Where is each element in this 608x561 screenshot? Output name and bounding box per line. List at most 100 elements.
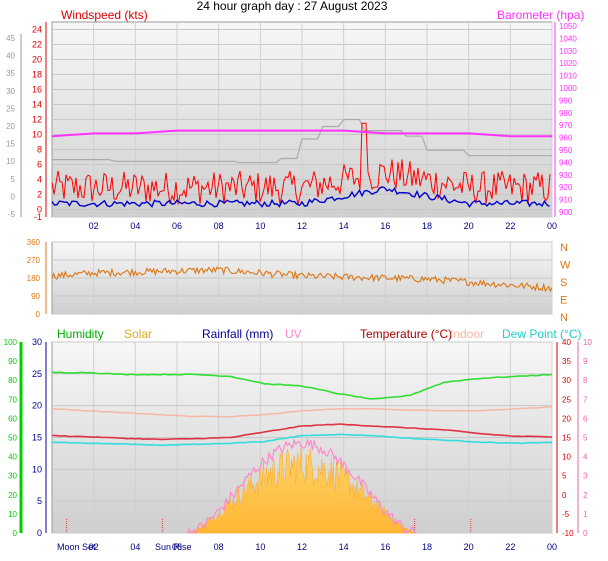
temp-x-label: 14 bbox=[339, 542, 349, 552]
wind-tick-label: 24 bbox=[32, 25, 42, 35]
compass-letter: N bbox=[560, 312, 568, 324]
temp-x-label: 00 bbox=[547, 542, 557, 552]
temp-x-label: 22 bbox=[505, 542, 515, 552]
baro-tick-label: 910 bbox=[559, 196, 573, 205]
temp-tick-label: 35 bbox=[562, 357, 571, 366]
baro-tick-label: 950 bbox=[559, 146, 573, 155]
dew-point-label: Dew Point (°C) bbox=[502, 327, 581, 341]
uv-tick-label: 1 bbox=[583, 510, 588, 519]
humidity-tick-label: 100 bbox=[4, 338, 18, 347]
wind-outer-tick-label: 15 bbox=[6, 140, 15, 149]
wind-tick-label: 22 bbox=[32, 40, 42, 50]
wind-x-tick-label: 22 bbox=[505, 221, 515, 231]
baro-tick-label: 1050 bbox=[559, 22, 577, 31]
temp-x-label: 10 bbox=[255, 542, 265, 552]
wind-x-tick-label: 16 bbox=[380, 221, 390, 231]
baro-tick-label: 1040 bbox=[559, 34, 577, 43]
wind-outer-tick-label: 0 bbox=[11, 192, 16, 201]
wind-x-tick-label: 12 bbox=[297, 221, 307, 231]
temp-tick-label: 25 bbox=[562, 395, 571, 404]
baro-tick-label: 990 bbox=[559, 96, 573, 105]
baro-tick-label: 960 bbox=[559, 134, 573, 143]
wind-outer-tick-label: 35 bbox=[6, 69, 15, 78]
rain-tick-label: 15 bbox=[32, 433, 42, 443]
compass-letter: W bbox=[560, 260, 571, 272]
compass-letter: S bbox=[560, 277, 567, 289]
temp-x-label: 18 bbox=[422, 542, 432, 552]
wind-tick-label: 4 bbox=[37, 175, 42, 185]
temp-x-label: 04 bbox=[130, 542, 140, 552]
uv-tick-label: 10 bbox=[583, 338, 592, 347]
uv-label: UV bbox=[285, 327, 302, 341]
wind-tick-label: 12 bbox=[32, 115, 42, 125]
humidity-tick-label: 0 bbox=[13, 529, 18, 538]
rain-tick-label: 30 bbox=[32, 337, 42, 347]
baro-tick-label: 900 bbox=[559, 208, 573, 217]
windspeed-label: Windspeed (kts) bbox=[61, 8, 148, 22]
uv-tick-label: 9 bbox=[583, 357, 588, 366]
dir-tick-label: 180 bbox=[27, 274, 41, 283]
temp-tick-label: 20 bbox=[562, 414, 571, 423]
wind-outer-tick-label: 25 bbox=[6, 104, 15, 113]
indoor-label: Indoor bbox=[450, 327, 484, 341]
humidity-tick-label: 70 bbox=[8, 395, 17, 404]
wind-tick-label: 18 bbox=[32, 70, 42, 80]
temp-x-label: Moon Set bbox=[57, 542, 96, 552]
baro-tick-label: 1000 bbox=[559, 84, 577, 93]
wind-tick-label: -1 bbox=[34, 212, 42, 222]
dew-point-series bbox=[52, 433, 553, 447]
uv-tick-label: 4 bbox=[583, 453, 588, 462]
dir-tick-label: 90 bbox=[31, 292, 40, 301]
rain-tick-label: 20 bbox=[32, 401, 42, 411]
baro-tick-label: 970 bbox=[559, 121, 573, 130]
temp-x-label: 12 bbox=[297, 542, 307, 552]
wind-tick-label: 2 bbox=[37, 190, 42, 200]
uv-series bbox=[186, 437, 417, 535]
rain-tick-label: 0 bbox=[37, 528, 42, 538]
dir-tick-label: 0 bbox=[36, 310, 41, 319]
compass-letter: E bbox=[560, 295, 567, 307]
uv-tick-label: 5 bbox=[583, 434, 588, 443]
humidity-series bbox=[51, 371, 553, 400]
wind-x-tick-label: 14 bbox=[339, 221, 349, 231]
temp-x-label: Sun Rise bbox=[155, 542, 192, 552]
temp-x-label: 08 bbox=[214, 542, 224, 552]
compass-letter: N bbox=[560, 242, 568, 254]
temp-tick-label: 0 bbox=[562, 491, 567, 500]
baro-tick-label: 1020 bbox=[559, 59, 577, 68]
temp-x-label: 16 bbox=[380, 542, 390, 552]
baro-tick-label: 1030 bbox=[559, 47, 577, 56]
wind-x-tick-label: 06 bbox=[172, 221, 182, 231]
temp-tick-label: 30 bbox=[562, 376, 571, 385]
baro-tick-label: 940 bbox=[559, 158, 573, 167]
barometer-label: Barometer (hpa) bbox=[497, 8, 584, 22]
wind-tick-label: 0 bbox=[37, 205, 42, 215]
solar-label: Solar bbox=[124, 327, 152, 341]
temp-x-label: 06 bbox=[172, 542, 182, 552]
temperature-series bbox=[51, 423, 552, 441]
temp-tick-label: 40 bbox=[562, 338, 571, 347]
wind-tick-label: 6 bbox=[37, 160, 42, 170]
uv-tick-label: 8 bbox=[583, 376, 588, 385]
humidity-tick-label: 30 bbox=[8, 472, 17, 481]
page-title: 24 hour graph day : 27 August 2023 bbox=[197, 0, 388, 13]
wind-tick-label: 20 bbox=[32, 55, 42, 65]
temp-tick-label: 10 bbox=[562, 453, 571, 462]
wind-x-tick-label: 10 bbox=[255, 221, 265, 231]
wind-direction-series bbox=[51, 266, 553, 293]
wind-outer-tick-label: 40 bbox=[6, 52, 15, 61]
wind-outer-tick-label: 30 bbox=[6, 87, 15, 96]
baro-gray-line bbox=[52, 118, 552, 164]
temp-tick-label: -5 bbox=[562, 510, 570, 519]
baro-tick-label: 980 bbox=[559, 109, 573, 118]
wind-outer-tick-label: -5 bbox=[8, 210, 16, 219]
wind-outer-tick-label: 10 bbox=[6, 157, 15, 166]
wind-outer-tick-label: 45 bbox=[6, 34, 15, 43]
wind-x-tick-label: 02 bbox=[89, 221, 99, 231]
barometer-series bbox=[51, 129, 552, 138]
wind-tick-label: 16 bbox=[32, 85, 42, 95]
humidity-tick-label: 20 bbox=[8, 491, 17, 500]
temp-x-label: 02 bbox=[89, 542, 99, 552]
rain-tick-label: 25 bbox=[32, 369, 42, 379]
